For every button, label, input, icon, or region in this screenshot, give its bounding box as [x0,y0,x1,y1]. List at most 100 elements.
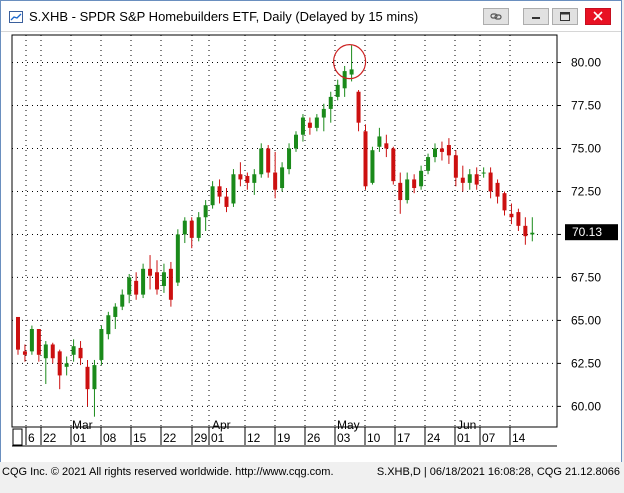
candle-body [78,347,83,359]
restore-button[interactable] [552,8,578,25]
day-label: 03 [337,431,351,445]
candle-down [523,217,528,245]
candle-body [217,186,222,197]
candle-down [224,188,229,213]
month-label: Apr [212,418,231,432]
price-tick-label: 80.00 [571,56,601,70]
candle-up [161,263,166,293]
candle-down [474,167,479,190]
candle-body [377,136,382,147]
candle-body [495,182,500,197]
restore-icon [560,12,570,21]
title-bar[interactable]: S.XHB - SPDR S&P Homebuilders ETF, Daily… [1,1,621,32]
candle-body [161,272,166,287]
candle-down [460,165,465,192]
month-label: Mar [72,418,93,432]
candle-up [405,172,410,204]
candle-body [106,315,111,335]
candle-down [168,261,173,307]
chart-window-icon [9,10,23,23]
candle-body [99,329,104,360]
candle-down [36,329,41,362]
candle-body [356,91,361,123]
candle-up [182,217,187,244]
candle-body [453,155,458,178]
candle-up [328,91,333,123]
candle-body [231,174,236,204]
candle-body [287,148,292,170]
candle-body [50,344,55,359]
close-icon [593,11,603,21]
chart-window: S.XHB - SPDR S&P Homebuilders ETF, Daily… [0,0,622,462]
candle-up [426,153,431,175]
candle-body [328,96,333,109]
candle-body [307,122,312,128]
last-price-box [565,224,618,241]
minimize-icon [532,17,540,19]
candle-body [238,174,243,180]
candle-down [509,203,514,225]
candle-down [495,179,500,204]
candle-down [502,191,507,216]
candle-up [106,311,111,340]
day-label: 01 [457,431,471,445]
candle-body [196,217,201,238]
candle-body [175,234,180,283]
candle-up [467,169,472,190]
candle-down [57,349,62,390]
candle-up [92,359,97,417]
candle-body [148,268,153,276]
candle-body [127,277,132,295]
candle-body [203,205,208,218]
candle-up [342,65,347,97]
candle-up [29,325,34,355]
candle-up [335,79,340,101]
candle-up [71,339,76,362]
last-price-label: 70.13 [572,225,602,239]
candle-body [446,145,451,156]
candle-body [182,220,187,235]
candlestick-chart[interactable]: 80.0077.5075.0072.5070.0067.5065.0062.50… [1,32,621,462]
candle-down [78,341,83,366]
candle-body [405,179,410,201]
candle-body [342,71,347,89]
price-axis[interactable]: 80.0077.5075.0072.5070.0067.5065.0062.50… [557,56,618,414]
day-label: 15 [133,431,147,445]
candle-up [294,131,298,152]
candle-body [474,174,479,185]
month-label: Jun [457,418,476,432]
candle-body [85,366,90,390]
candle-down [50,342,55,364]
candle-body [155,272,159,290]
candle-body [252,174,257,183]
candle-down [446,138,451,164]
candle-down [516,208,521,231]
minimize-button[interactable] [523,8,549,25]
candle-up [300,114,305,142]
candle-up [113,303,118,329]
candle-down [356,90,361,132]
scroll-handle[interactable] [12,428,23,446]
candle-body [502,193,507,211]
day-label: 14 [512,431,526,445]
candle-body [259,148,264,175]
day-label: 19 [277,431,291,445]
link-button[interactable] [483,8,509,25]
price-tick-label: 62.50 [571,356,601,370]
chart-area[interactable]: 80.0077.5075.0072.5070.0067.5065.0062.50… [1,32,621,462]
price-tick-label: 65.00 [571,313,601,327]
candle-up [43,341,48,385]
candle-body [134,280,139,295]
candle-body [189,220,194,238]
candle-down [134,272,139,300]
price-tick-label: 67.50 [571,270,601,284]
peak-annotation-circle [333,44,367,80]
close-button[interactable] [585,8,611,25]
status-bar: CQG Inc. © 2021 All rights reserved worl… [0,462,624,493]
day-label: 29 [194,431,208,445]
candle-body [321,108,326,118]
candle-body [509,213,514,218]
candle-down [412,174,417,194]
symbol-time-info: S.XHB,D | 06/18/2021 16:08:28, CQG 21.12… [376,466,620,478]
